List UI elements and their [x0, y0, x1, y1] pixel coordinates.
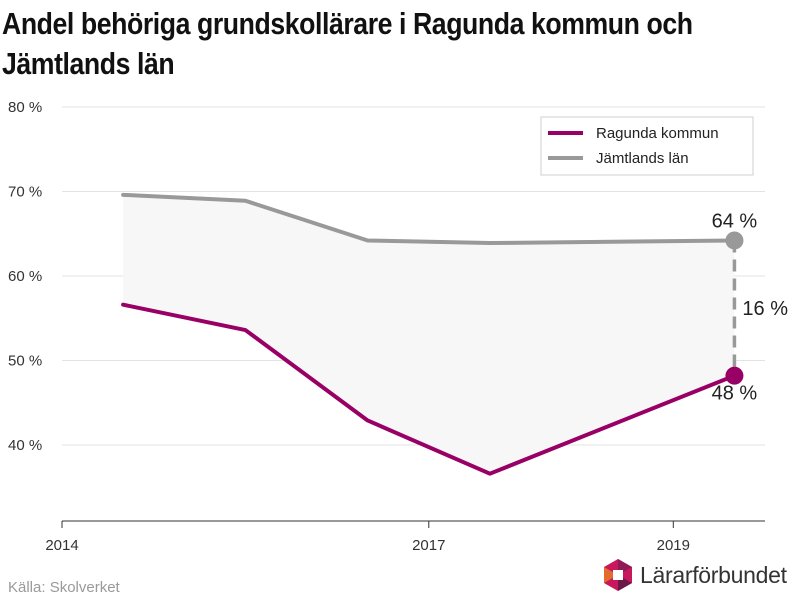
chart-title-line-1: Andel behöriga grundskollärare i Ragunda… [2, 6, 693, 41]
logo-text: Lärarförbundet [640, 561, 787, 588]
x-axis: 2014 2017 2019 [45, 520, 765, 554]
end-point-ragunda-kommun [725, 366, 744, 385]
series-lines [121, 192, 737, 476]
x-tick-label: 2017 [412, 537, 445, 554]
difference-band [123, 194, 735, 474]
y-tick-label: 50 % [8, 352, 42, 369]
legend-item-ragunda-kommun-label: Ragunda kommun [596, 125, 719, 142]
x-tick-label: 2019 [657, 537, 690, 554]
y-axis: 40 % 50 % 60 % 70 % 80 % [8, 99, 42, 454]
y-tick-label: 60 % [8, 268, 42, 285]
chart-title-line-2: Jämtlands län [2, 46, 175, 81]
difference-connector: 16 % [732, 240, 788, 376]
end-label-ragunda-kommun: 48 % [712, 383, 758, 405]
legend-box [540, 116, 754, 176]
x-tick-label: 2014 [45, 537, 78, 554]
legend-item-jamtlands-lan-label: Jämtlands län [596, 150, 689, 167]
series-line-jamtlands-lan [121, 192, 737, 246]
end-label-jamtlands-lan: 64 % [712, 210, 758, 232]
series-line-ragunda-kommun [121, 302, 737, 476]
chart-title: Andel behöriga grundskollärare i Ragunda… [2, 4, 693, 84]
end-points: 64 % 48 % [712, 210, 758, 404]
y-tick-label: 40 % [8, 437, 42, 454]
y-tick-label: 80 % [8, 99, 42, 116]
difference-label: 16 % [742, 298, 788, 320]
legend: Ragunda kommun Jämtlands län [540, 116, 754, 176]
end-point-jamtlands-lan [725, 231, 744, 250]
brand-logo: Lärarförbundet [602, 558, 787, 592]
y-tick-label: 70 % [8, 183, 42, 200]
source-note: Källa: Skolverket [8, 579, 120, 596]
hexagon-logo-icon [604, 559, 632, 591]
